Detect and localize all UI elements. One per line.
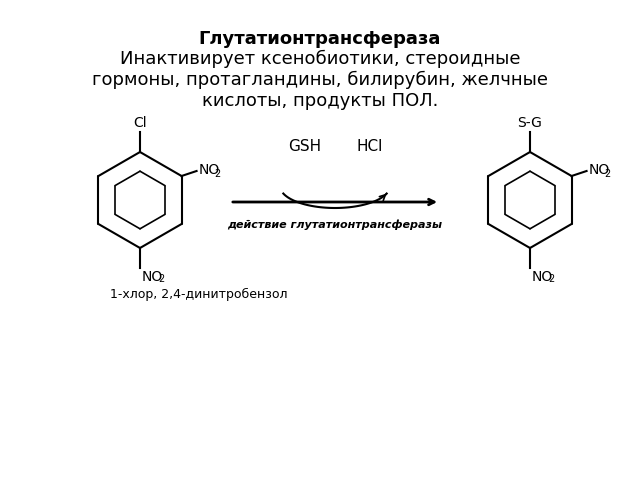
Text: NO: NO bbox=[589, 163, 610, 177]
Text: HCl: HCl bbox=[357, 139, 383, 154]
Text: 2: 2 bbox=[605, 169, 611, 179]
Text: S-G: S-G bbox=[518, 116, 543, 130]
Text: NO: NO bbox=[198, 163, 220, 177]
Text: 1-хлор, 2,4-динитробензол: 1-хлор, 2,4-динитробензол bbox=[110, 288, 287, 301]
Text: 2: 2 bbox=[158, 274, 164, 284]
Text: Cl: Cl bbox=[133, 116, 147, 130]
Text: GSH: GSH bbox=[289, 139, 321, 154]
Text: NO: NO bbox=[532, 270, 553, 284]
Text: Глутатионтрансфераза: Глутатионтрансфераза bbox=[199, 30, 441, 48]
Text: Инактивирует ксенобиотики, стероидные
гормоны, протагландины, билирубин, желчные: Инактивирует ксенобиотики, стероидные го… bbox=[92, 50, 548, 110]
Text: 2: 2 bbox=[214, 169, 221, 179]
Text: 2: 2 bbox=[548, 274, 554, 284]
Text: NO: NO bbox=[142, 270, 163, 284]
Text: действие глутатионтрансферазы: действие глутатионтрансферазы bbox=[227, 220, 442, 230]
